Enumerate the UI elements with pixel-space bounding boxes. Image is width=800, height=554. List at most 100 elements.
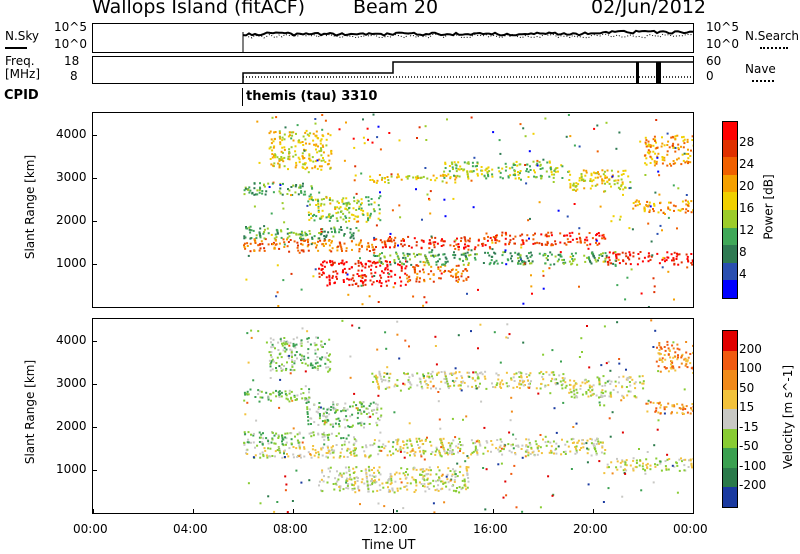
velocity-band-4: [243, 431, 358, 446]
noise-panel: [92, 23, 694, 53]
velocity-band-0: [245, 444, 374, 459]
cpid-marker: [242, 88, 243, 106]
power-colorbar-swatch-3: [723, 174, 737, 193]
velocity-ytick-mark-3: [92, 469, 97, 471]
power-band-12: [568, 169, 632, 193]
power-ytick-2: 2000: [56, 212, 87, 227]
x-tick-1: 04:00: [173, 522, 208, 536]
velocity-colorbar-swatch-7: [723, 467, 737, 488]
velocity-ytick-1: 3000: [56, 375, 87, 390]
velocity-band-8: [371, 370, 568, 390]
velocity-colorbar-tick-2: 50: [739, 380, 755, 395]
velocity-colorbar-swatch-3: [723, 389, 737, 410]
velocity-colorbar-tick-6: -100: [739, 458, 767, 473]
power-band-11: [443, 160, 570, 180]
power-colorbar-tick-5: 8: [739, 245, 747, 259]
velocity-ytick-mark-1: [92, 383, 97, 385]
power-colorbar-tick-3: 16: [739, 201, 755, 215]
velocity-band-1: [373, 437, 607, 457]
x-tick-mark-5: [593, 509, 594, 514]
power-colorbar-tick-1: 24: [739, 157, 755, 171]
power-ytick-1: 3000: [56, 169, 87, 184]
freq-left-tick-bottom: 8: [70, 69, 78, 83]
x-tick-mark-6: [693, 509, 694, 514]
velocity-ytick-3: 1000: [56, 461, 87, 476]
cpid-program: themis (tau) 3310: [246, 89, 378, 104]
freq-unit-label: [MHz]: [5, 67, 41, 81]
noise-trace: [242, 29, 693, 52]
velocity-colorbar-tick-3: 15: [739, 400, 755, 415]
x-tick-4: 16:00: [473, 522, 508, 536]
power-ylabel: Slant Range [km]: [23, 154, 38, 260]
noise-left-tick-top: 10^5: [54, 20, 87, 34]
power-scatter: [243, 113, 693, 307]
power-colorbar-swatch-9: [723, 280, 737, 299]
velocity-colorbar-swatch-1: [723, 350, 737, 371]
power-band-6: [243, 225, 358, 240]
beam-title: Beam 20: [353, 0, 439, 18]
x-tick-5: 20:00: [573, 522, 608, 536]
power-colorbar-swatch-1: [723, 139, 737, 158]
nave-legend-line: [752, 80, 774, 82]
power-band-15: [372, 251, 617, 266]
power-band-1: [373, 235, 495, 251]
noise-search-label: N.Search: [745, 29, 800, 43]
noise-sky-legend-line: [5, 47, 27, 49]
freq-trace: [242, 61, 693, 83]
velocity-colorbar: [722, 330, 738, 508]
velocity-band-7: [268, 336, 332, 373]
velocity-band-6: [305, 401, 383, 429]
noise-sky-label: N.Sky: [5, 29, 40, 43]
velocity-colorbar-tick-0: 200: [739, 341, 762, 356]
cpid-label: CPID: [4, 88, 39, 103]
velocity-colorbar-label-text: Velocity [m s^-1]: [781, 364, 796, 470]
power-ytick-mark-2: [92, 220, 97, 222]
power-band-9: [268, 130, 333, 171]
noise-right-tick-top: 10^5: [706, 20, 739, 34]
freq-label: Freq.: [5, 54, 35, 68]
station-title: Wallops Island (fitACF): [92, 0, 306, 18]
power-band-10: [369, 173, 458, 184]
velocity-ytick-mark-2: [92, 426, 97, 428]
x-tick-6: 00:00: [673, 522, 708, 536]
power-ytick-3: 1000: [56, 255, 87, 270]
power-ytick-mark-3: [92, 263, 97, 265]
freq-left-tick-top: 18: [64, 54, 80, 68]
velocity-colorbar-swatch-6: [723, 448, 737, 469]
power-band-8: [307, 195, 382, 223]
date-title: 02/Jun/2012: [591, 0, 707, 18]
velocity-band-5: [243, 388, 311, 403]
power-colorbar-swatch-2: [723, 157, 737, 176]
power-ytick-mark-1: [92, 177, 97, 179]
velocity-colorbar-swatch-4: [723, 409, 737, 430]
power-colorbar-label: Power [dB]: [761, 174, 776, 240]
velocity-band-3: [318, 465, 470, 494]
velocity-band-9: [568, 375, 645, 399]
power-band-5: [405, 263, 470, 283]
x-tick-mark-4: [493, 509, 494, 514]
power-heatmap: [243, 113, 693, 307]
velocity-colorbar-tick-4: -15: [739, 419, 759, 434]
velocity-ylabel: Slant Range [km]: [23, 359, 38, 465]
velocity-band-10: [645, 401, 693, 415]
velocity-panel: [92, 318, 694, 514]
velocity-colorbar-swatch-0: [723, 331, 737, 352]
power-colorbar-tick-0: 28: [739, 135, 755, 149]
power-colorbar-swatch-8: [723, 262, 737, 281]
x-tick-2: 08:00: [273, 522, 308, 536]
power-panel: [92, 112, 694, 308]
x-tick-mark-3: [393, 509, 394, 514]
power-band-7: [243, 182, 314, 196]
nave-label: Nave: [745, 62, 776, 76]
power-ytick-mark-0: [92, 134, 97, 136]
power-band-2: [493, 231, 607, 247]
velocity-colorbar-tick-1: 100: [739, 361, 762, 376]
velocity-band-11: [655, 340, 693, 373]
x-tick-mark-2: [293, 509, 294, 514]
power-band-3: [605, 251, 693, 266]
noise-left-tick-bottom: 10^0: [54, 37, 87, 51]
power-colorbar-tick-6: 4: [739, 267, 747, 281]
power-colorbar-tick-2: 20: [739, 179, 755, 193]
power-band-14: [643, 134, 693, 167]
x-tick-mark-1: [193, 509, 194, 514]
